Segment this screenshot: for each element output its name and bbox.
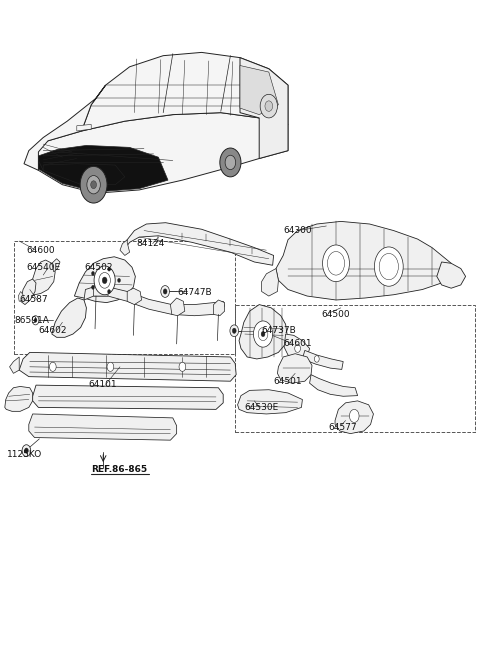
Circle shape	[179, 362, 186, 371]
Polygon shape	[262, 269, 278, 296]
Circle shape	[258, 328, 268, 341]
Circle shape	[232, 328, 236, 333]
Polygon shape	[94, 282, 108, 296]
Circle shape	[94, 266, 115, 295]
Text: 64577: 64577	[329, 422, 358, 432]
Polygon shape	[82, 52, 288, 131]
Text: 64300: 64300	[283, 226, 312, 235]
Polygon shape	[24, 85, 106, 170]
Circle shape	[92, 271, 95, 275]
Polygon shape	[302, 350, 343, 369]
Polygon shape	[335, 401, 373, 434]
Circle shape	[220, 148, 241, 177]
Polygon shape	[84, 287, 225, 316]
Text: 64747B: 64747B	[178, 288, 212, 297]
Polygon shape	[33, 385, 223, 409]
Circle shape	[327, 252, 345, 275]
Circle shape	[265, 101, 273, 111]
Polygon shape	[437, 262, 466, 288]
Polygon shape	[277, 354, 312, 383]
Text: 64737B: 64737B	[262, 326, 296, 335]
Circle shape	[102, 277, 107, 284]
Circle shape	[374, 247, 403, 286]
Polygon shape	[214, 300, 225, 316]
Text: 64601: 64601	[283, 339, 312, 348]
Text: 64502: 64502	[84, 263, 112, 272]
Circle shape	[49, 362, 56, 371]
Text: 64501: 64501	[274, 377, 302, 386]
Text: REF.86-865: REF.86-865	[91, 465, 147, 474]
Polygon shape	[239, 305, 287, 359]
Text: 1125KO: 1125KO	[7, 450, 42, 459]
Text: 64101: 64101	[89, 380, 118, 389]
Text: 64530E: 64530E	[245, 403, 279, 412]
Polygon shape	[120, 240, 130, 255]
Polygon shape	[18, 291, 23, 301]
Circle shape	[253, 321, 273, 347]
Text: 64500: 64500	[322, 310, 350, 319]
Circle shape	[34, 318, 37, 322]
Circle shape	[314, 356, 319, 362]
Polygon shape	[240, 58, 288, 159]
Circle shape	[99, 272, 110, 288]
Circle shape	[163, 289, 167, 294]
Circle shape	[80, 166, 107, 203]
Circle shape	[108, 267, 110, 271]
Text: 84124: 84124	[137, 239, 165, 248]
Polygon shape	[52, 298, 86, 337]
Polygon shape	[29, 113, 288, 193]
Polygon shape	[38, 145, 168, 192]
Circle shape	[225, 155, 236, 170]
Circle shape	[24, 448, 28, 453]
Polygon shape	[170, 298, 185, 316]
Polygon shape	[284, 334, 310, 360]
Circle shape	[349, 409, 359, 422]
Polygon shape	[5, 386, 33, 411]
Polygon shape	[240, 66, 278, 115]
Polygon shape	[30, 260, 55, 295]
Circle shape	[261, 331, 265, 337]
Circle shape	[87, 176, 100, 194]
Circle shape	[161, 286, 169, 297]
Polygon shape	[52, 259, 60, 272]
Polygon shape	[276, 221, 451, 300]
Circle shape	[323, 245, 349, 282]
Circle shape	[32, 316, 39, 325]
Polygon shape	[125, 223, 274, 265]
Polygon shape	[21, 279, 36, 305]
Polygon shape	[77, 124, 91, 131]
Polygon shape	[310, 375, 358, 396]
Circle shape	[260, 94, 277, 118]
Circle shape	[118, 278, 120, 282]
Circle shape	[107, 362, 114, 371]
Text: 86591A: 86591A	[14, 316, 49, 325]
Polygon shape	[127, 288, 142, 305]
Circle shape	[91, 181, 96, 189]
Circle shape	[92, 286, 95, 290]
Text: 64540E: 64540E	[26, 263, 60, 272]
Circle shape	[230, 325, 239, 337]
Text: 64587: 64587	[19, 295, 48, 305]
Text: 64600: 64600	[26, 246, 55, 255]
Polygon shape	[43, 164, 125, 185]
Polygon shape	[74, 257, 135, 303]
Polygon shape	[19, 352, 236, 381]
Circle shape	[108, 290, 110, 293]
Circle shape	[379, 253, 398, 280]
Circle shape	[22, 445, 31, 457]
Circle shape	[295, 345, 300, 352]
Polygon shape	[10, 357, 19, 373]
Polygon shape	[29, 414, 177, 440]
Text: 64602: 64602	[38, 326, 67, 335]
Polygon shape	[238, 390, 302, 414]
